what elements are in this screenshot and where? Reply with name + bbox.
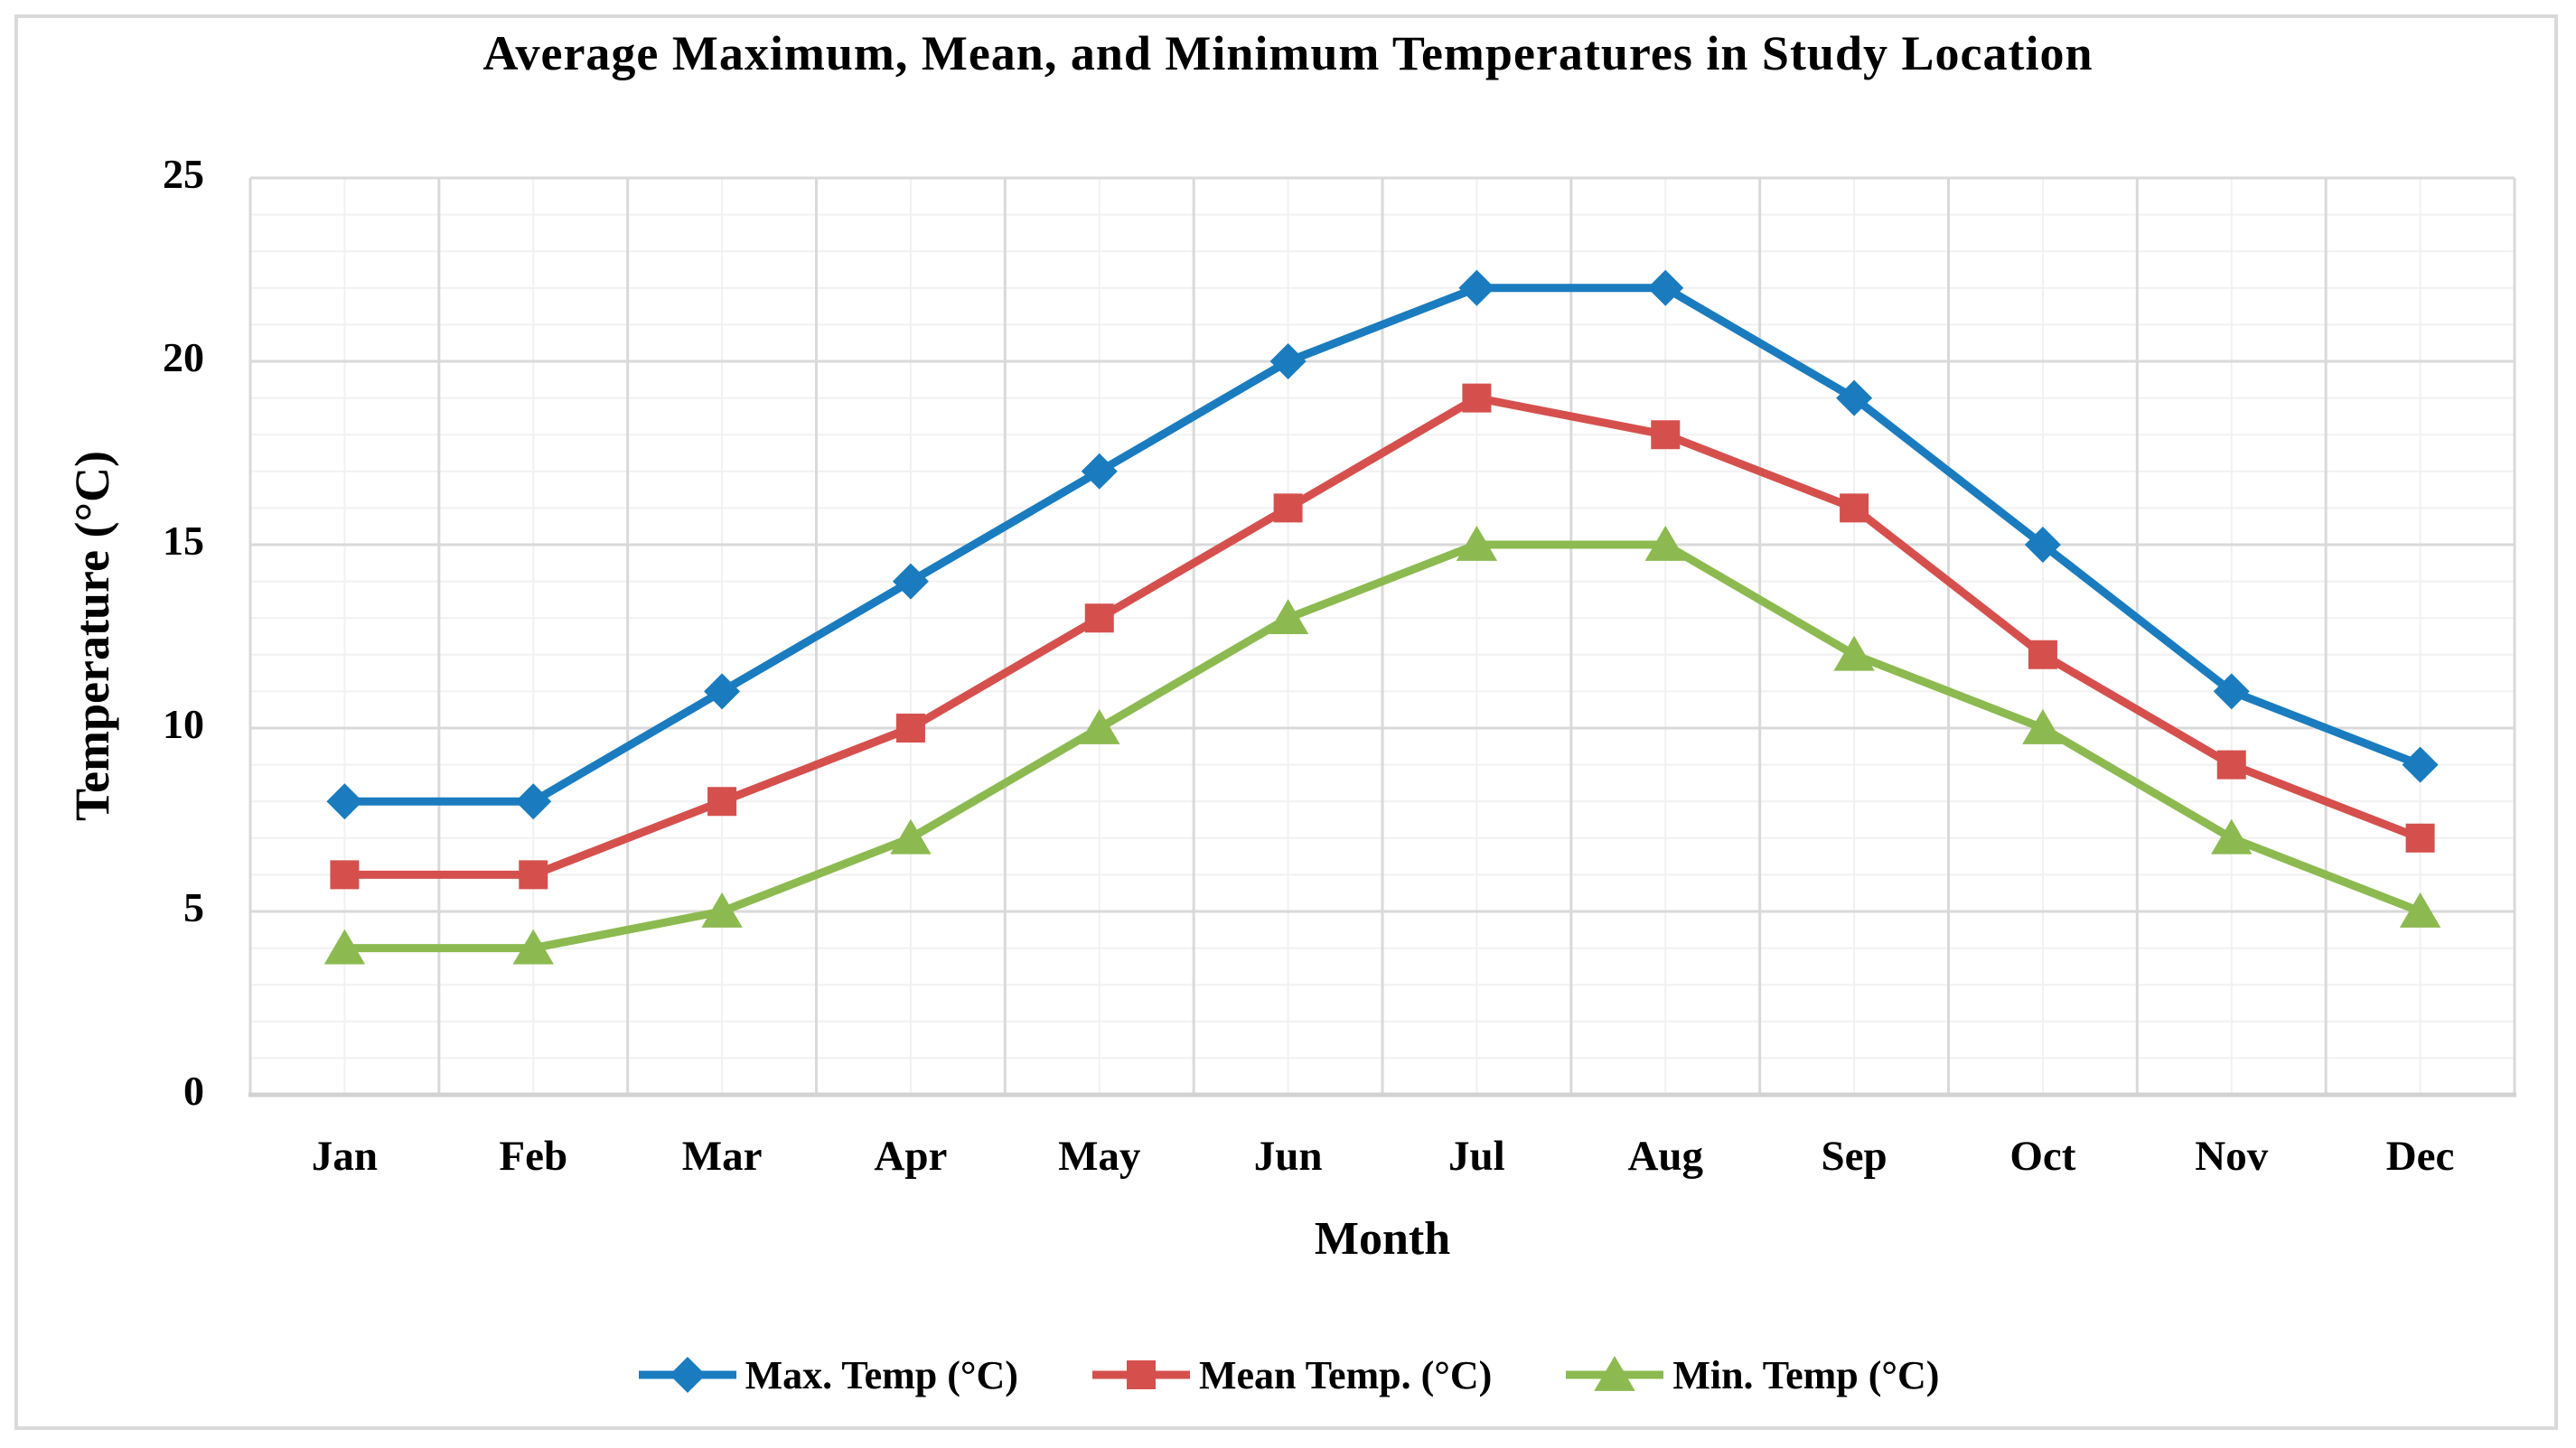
- legend-item-min-temp: Min. Temp (°C): [1564, 1352, 1939, 1398]
- legend-item-mean-temp: Mean Temp. (°C): [1091, 1352, 1492, 1398]
- legend-mean-temp-marker-icon: [1091, 1360, 1190, 1389]
- chart-title: Average Maximum, Mean, and Minimum Tempe…: [482, 26, 2094, 80]
- legend-label-min-temp: Min. Temp (°C): [1672, 1352, 1940, 1397]
- legend-min-temp-marker-icon: [1566, 1356, 1664, 1391]
- legend-item-max-temp: Max. Temp (°C): [637, 1352, 1018, 1398]
- x-axis-title: Month: [1314, 1213, 1451, 1265]
- legend-label-max-temp: Max. Temp (°C): [745, 1352, 1018, 1397]
- legend-max-temp-marker-icon: [638, 1357, 736, 1393]
- legend-label-mean-temp: Mean Temp. (°C): [1198, 1352, 1493, 1397]
- legend: Max. Temp (°C) Mean Temp. (°C) Min. Temp…: [14, 1348, 2562, 1402]
- y-axis-title: Temperature (°C): [65, 450, 119, 822]
